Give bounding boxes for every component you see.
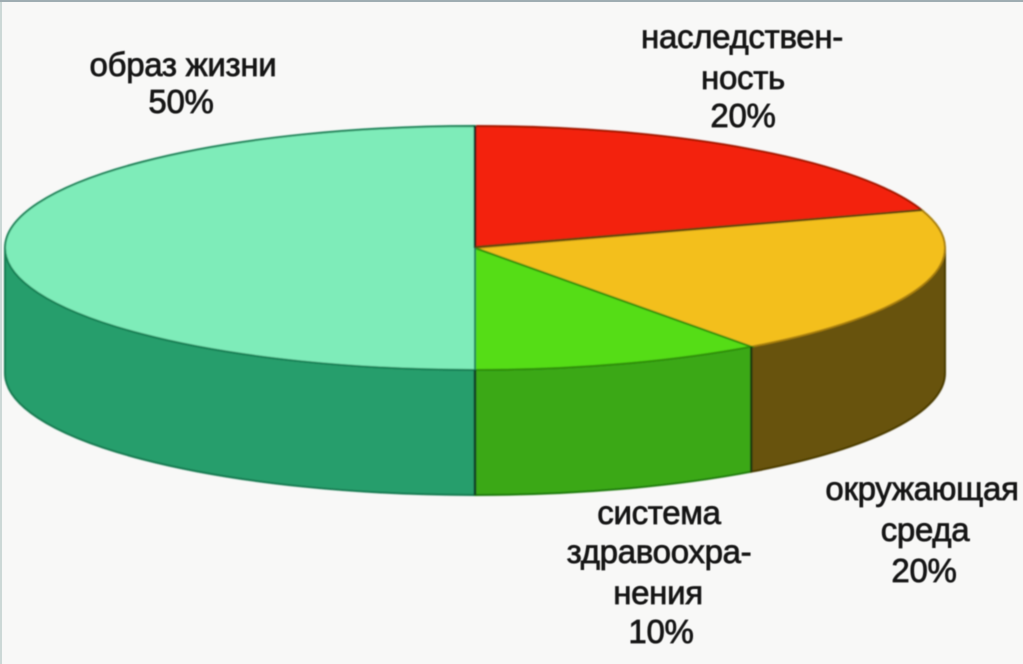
svg-text:10%: 10%	[628, 613, 693, 650]
svg-text:20%: 20%	[710, 97, 775, 134]
svg-text:среда: среда	[881, 511, 971, 548]
svg-text:ность: ность	[701, 59, 785, 96]
svg-text:нения: нения	[613, 574, 703, 611]
svg-text:здравоохра-: здравоохра-	[567, 533, 752, 570]
svg-text:окружающая: окружающая	[825, 470, 1018, 507]
svg-text:образ жизни: образ жизни	[90, 46, 277, 83]
svg-text:20%: 20%	[891, 552, 956, 589]
svg-text:наследствен-: наследствен-	[641, 18, 843, 55]
svg-text:50%: 50%	[148, 83, 213, 120]
svg-text:система: система	[597, 494, 721, 531]
